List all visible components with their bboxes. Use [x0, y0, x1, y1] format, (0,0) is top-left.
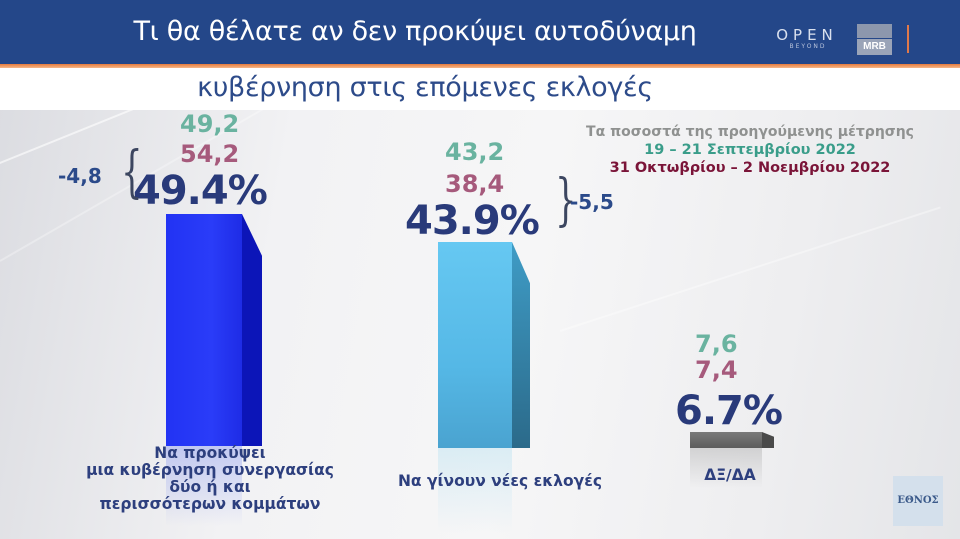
page-subtitle: κυβέρνηση στις επόμενες εκλογές — [197, 72, 653, 103]
bar-new-elections — [438, 242, 530, 448]
background-sweep — [559, 206, 941, 332]
mrb-logo: MRB — [857, 24, 892, 55]
bar1-label-line: περισσότερων κομμάτων — [99, 495, 321, 513]
bar1-current-value: 49.4% — [133, 168, 268, 214]
bar1-previous-value: 54,2 — [180, 140, 240, 168]
bar2-brace-icon: } — [555, 168, 577, 233]
bar1-diff: -4,8 — [58, 164, 102, 188]
mrb-logo-text: MRB — [857, 39, 892, 55]
ethnos-logo: ΕΘΝΟΣ — [893, 476, 943, 526]
header-accent-rule — [0, 64, 960, 68]
bar3-previous-value: 7,4 — [695, 356, 738, 384]
mrb-logo-block — [857, 24, 892, 38]
bar3-current-value: 6.7% — [675, 388, 783, 434]
bar1-label-line: δύο ή και — [169, 478, 251, 496]
bar2-diff: -5,5 — [570, 190, 614, 214]
bar3-label-line: ΔΞ/ΔΑ — [704, 466, 756, 484]
bar-coalition-reflection — [166, 446, 242, 526]
page-title: Τι θα θέλατε αν δεν προκύψει αυτοδύναμη — [133, 16, 697, 47]
open-tv-logo: OPEN — [776, 26, 838, 44]
bar1-brace-icon: { — [121, 140, 143, 205]
bar1-older-value: 49,2 — [180, 110, 240, 138]
bar1-label: Να προκύψει μια κυβέρνηση συνεργασίας δύ… — [60, 445, 360, 513]
bar2-current-value: 43.9% — [405, 198, 540, 244]
bar3-older-value: 7,6 — [695, 330, 738, 358]
bar1-label-line: Να προκύψει — [154, 444, 266, 462]
bar3-label: ΔΞ/ΔΑ — [680, 467, 780, 484]
legend-current-period: 31 Οκτωβρίου – 2 Νοεμβρίου 2022 — [609, 160, 891, 176]
bar-dk-na-reflection — [690, 448, 762, 488]
bar-coalition — [166, 214, 262, 446]
open-tv-logo-tagline: BEYOND — [789, 43, 827, 50]
bar1-label-line: μια κυβέρνηση συνεργασίας — [86, 461, 334, 479]
legend-heading: Τα ποσοστά της προηγούμενης μέτρησης — [586, 124, 914, 140]
bar2-previous-value: 38,4 — [445, 170, 505, 198]
bar-dk-na — [690, 432, 774, 448]
bar2-label: Να γίνουν νέες εκλογές — [370, 473, 630, 490]
logo-divider — [907, 25, 909, 53]
legend-previous-period: 19 – 21 Σεπτεμβρίου 2022 — [644, 142, 856, 158]
bar2-label-line: Να γίνουν νέες εκλογές — [397, 472, 603, 490]
header-bar — [0, 0, 960, 64]
bar-new-elections-reflection — [438, 448, 512, 533]
subtitle-band — [0, 68, 960, 110]
bar2-older-value: 43,2 — [445, 138, 505, 166]
